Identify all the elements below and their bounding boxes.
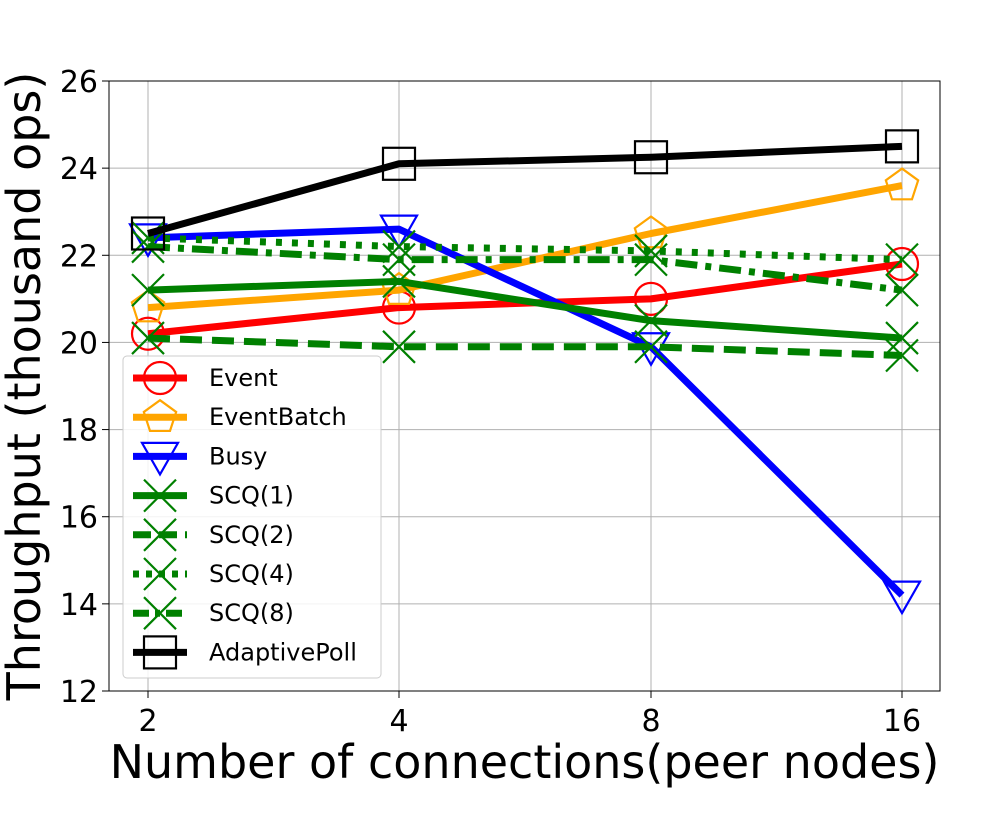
legend-marker bbox=[142, 635, 178, 670]
data-point-scq-2 bbox=[131, 321, 165, 355]
data-point-adaptivepoll bbox=[633, 140, 669, 175]
series-scq-1 bbox=[131, 264, 919, 355]
y-axis-label: Throughput (thousand ops) bbox=[0, 72, 51, 702]
series-line-scq-1 bbox=[147, 277, 903, 342]
legend: Event EventBatch Busy SCQ(1) SCQ(2) SCQ(4) SCQ… bbox=[122, 355, 382, 679]
plot-frame bbox=[108, 80, 941, 692]
legend-marker bbox=[143, 557, 177, 591]
legend-entry-event: Event bbox=[133, 360, 278, 396]
legend-label: AdaptivePoll bbox=[209, 638, 357, 666]
legend-label: SCQ(4) bbox=[209, 560, 294, 588]
x-tick-label: 4 bbox=[389, 704, 408, 739]
legend-label: SCQ(2) bbox=[209, 521, 294, 549]
data-point-adaptivepoll bbox=[884, 129, 920, 164]
data-point-event bbox=[130, 316, 166, 351]
data-point-busy bbox=[882, 580, 922, 616]
x-axis-label: Number of connections(peer nodes) bbox=[110, 735, 940, 789]
legend-marker bbox=[142, 360, 178, 396]
data-point-event bbox=[633, 281, 669, 316]
data-point-event bbox=[884, 246, 920, 282]
series-line-scq-4 bbox=[147, 234, 903, 264]
data-point-scq-1 bbox=[634, 303, 668, 338]
y-tick-label: 14 bbox=[60, 588, 98, 623]
data-point-eventbatch bbox=[633, 215, 669, 249]
data-point-scq-2 bbox=[382, 330, 416, 364]
legend-marker bbox=[143, 478, 177, 513]
x-tick-label: 16 bbox=[883, 704, 921, 739]
legend-marker bbox=[142, 398, 178, 433]
series-line-eventbatch bbox=[147, 182, 903, 312]
data-point-scq-8 bbox=[634, 242, 668, 277]
data-point-scq-8 bbox=[131, 229, 165, 264]
data-point-eventbatch bbox=[130, 289, 166, 323]
y-tick-label: 22 bbox=[60, 239, 98, 274]
data-point-adaptivepoll bbox=[381, 146, 417, 181]
legend-label: SCQ(8) bbox=[209, 599, 294, 627]
y-tick-label: 12 bbox=[60, 675, 98, 710]
series-line-scq-2 bbox=[147, 334, 903, 359]
y-tick-label: 16 bbox=[60, 501, 98, 536]
data-point-scq-8 bbox=[382, 242, 416, 277]
legend-entry-eventbatch: EventBatch bbox=[133, 398, 347, 433]
x-tick-label: 2 bbox=[138, 704, 157, 739]
data-point-scq-1 bbox=[885, 321, 919, 355]
series-line-adaptivepoll bbox=[147, 142, 903, 237]
data-point-scq-1 bbox=[131, 273, 165, 307]
y-tick-label: 26 bbox=[60, 65, 98, 100]
legend-marker bbox=[143, 596, 177, 630]
legend-entry-scq-1: SCQ(1) bbox=[133, 478, 294, 513]
legend-label: SCQ(1) bbox=[209, 482, 294, 510]
data-point-scq-8 bbox=[885, 273, 919, 307]
data-point-adaptivepoll bbox=[130, 216, 166, 251]
y-tick-label: 20 bbox=[60, 326, 98, 361]
series-line-busy bbox=[147, 225, 905, 598]
series-adaptivepoll bbox=[130, 129, 920, 251]
data-point-busy bbox=[379, 214, 419, 250]
data-point-eventbatch bbox=[884, 167, 920, 201]
legend-marker bbox=[143, 518, 177, 552]
y-tick-label: 24 bbox=[60, 152, 98, 187]
series-line-scq-8 bbox=[147, 243, 903, 294]
x-tick-label: 8 bbox=[641, 704, 660, 739]
series-scq-2 bbox=[131, 321, 919, 373]
legend-label: Event bbox=[209, 364, 278, 392]
legend-marker bbox=[140, 441, 180, 477]
data-point-scq-2 bbox=[885, 338, 919, 373]
legend-entry-adaptivepoll: AdaptivePoll bbox=[133, 635, 357, 670]
series-layer bbox=[128, 129, 922, 616]
data-point-scq-2 bbox=[634, 330, 668, 364]
legend-entry-busy: Busy bbox=[133, 441, 267, 477]
legend-entry-scq-8: SCQ(8) bbox=[133, 596, 294, 630]
data-point-busy bbox=[128, 223, 168, 259]
legend-label: Busy bbox=[209, 442, 267, 470]
y-tick-label: 18 bbox=[60, 414, 98, 449]
legend-entry-scq-2: SCQ(2) bbox=[133, 518, 294, 552]
series-scq-8 bbox=[131, 229, 919, 307]
data-point-scq-4 bbox=[885, 242, 919, 277]
legend-entry-scq-4: SCQ(4) bbox=[133, 557, 294, 591]
legend-label: EventBatch bbox=[209, 403, 347, 431]
legend-box bbox=[122, 355, 382, 679]
